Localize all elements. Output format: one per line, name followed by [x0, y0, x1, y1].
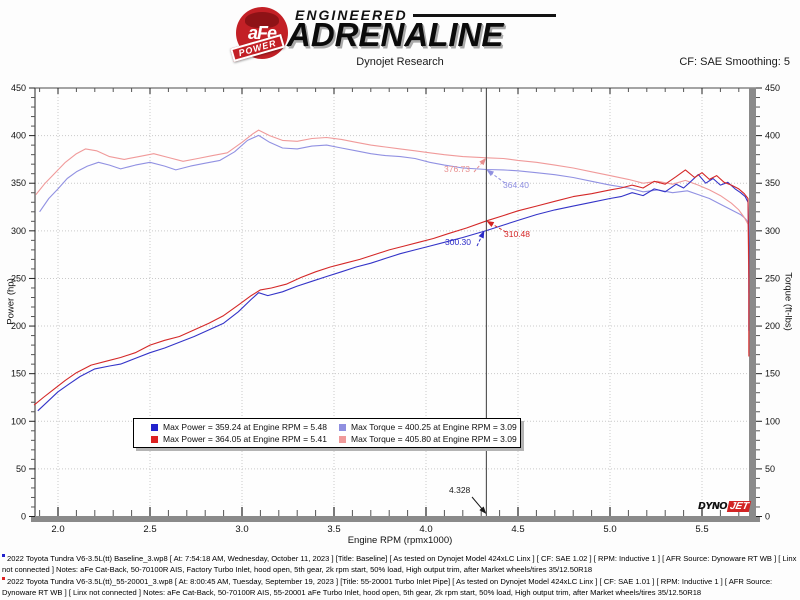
logo-tagline: ENGINEERED: [295, 7, 408, 23]
legend-entry: Max Torque = 400.25 at Engine RPM = 3.09: [322, 422, 520, 432]
legend-entry-text: Max Power = 359.24 at Engine RPM = 5.48: [163, 422, 327, 432]
run-marker-icon: [2, 554, 5, 557]
svg-text:300: 300: [11, 226, 26, 236]
svg-text:3.0: 3.0: [235, 524, 248, 535]
legend-swatch-icon: [339, 423, 346, 431]
svg-text:2.0: 2.0: [51, 524, 64, 535]
svg-text:4.0: 4.0: [419, 524, 432, 535]
run-info-text: 2022 Toyota Tundra V6-3.5L(tt)_55-20001_…: [2, 577, 773, 598]
dynojet-logo: DYNO JET: [698, 501, 752, 512]
cursor-value-label: 310.48: [504, 229, 530, 239]
right-axis-title: Torque (ft-lbs): [782, 272, 794, 331]
legend-grid: Max Power = 359.24 at Engine RPM = 5.48 M…: [134, 422, 520, 444]
legend-entry-text: Max Power = 364.05 at Engine RPM = 5.41: [163, 434, 327, 444]
run-info-55-20001: 2022 Toyota Tundra V6-3.5L(tt)_55-20001_…: [2, 576, 797, 599]
curve-55-20001-torque: [35, 129, 750, 353]
logo-brand-text: ADRENALINE: [287, 15, 504, 54]
svg-text:250: 250: [765, 273, 780, 283]
legend-entry-text: Max Torque = 400.25 at Engine RPM = 3.09: [351, 422, 517, 432]
x-axis-title: Engine RPM (rpmx1000): [347, 535, 453, 546]
svg-text:250: 250: [11, 273, 26, 283]
legend-swatch-icon: [151, 423, 158, 431]
cursor-rpm-label: 4.328: [449, 485, 471, 495]
left-axis-title: Power (hp): [5, 278, 17, 325]
curve-baseline-power: [37, 173, 750, 412]
run-info-baseline: 2022 Toyota Tundra V6-3.5L(tt) Baseline_…: [2, 553, 797, 576]
svg-text:450: 450: [11, 83, 26, 93]
svg-text:400: 400: [765, 131, 780, 141]
legend-entry: Max Power = 359.24 at Engine RPM = 5.48: [134, 422, 327, 432]
svg-text:3.5: 3.5: [327, 524, 340, 535]
svg-text:350: 350: [765, 178, 780, 188]
svg-text:5.5: 5.5: [695, 524, 708, 535]
svg-text:450: 450: [765, 83, 780, 93]
svg-text:150: 150: [11, 369, 26, 379]
curve-baseline-torque: [39, 134, 750, 293]
dynojet-logo-text-2: JET: [726, 501, 752, 512]
legend-entry: Max Torque = 405.80 at Engine RPM = 3.09: [322, 434, 520, 444]
legend-entry: Max Power = 364.05 at Engine RPM = 5.41: [134, 434, 327, 444]
legend-swatch-icon: [151, 435, 158, 443]
correction-factor-label: CF: SAE Smoothing: 5: [679, 56, 790, 68]
svg-text:50: 50: [16, 464, 26, 474]
run-marker-icon: [2, 577, 5, 580]
svg-text:100: 100: [11, 416, 26, 426]
cursor-value-label: 376.73: [444, 164, 470, 174]
svg-text:150: 150: [765, 369, 780, 379]
logo-tagline-rule: [413, 14, 556, 17]
run-info-text: 2022 Toyota Tundra V6-3.5L(tt) Baseline_…: [2, 554, 797, 575]
cursor-value-label: 300.30: [445, 237, 471, 247]
svg-text:100: 100: [765, 416, 780, 426]
svg-text:350: 350: [11, 178, 26, 188]
svg-text:2.5: 2.5: [143, 524, 156, 535]
curve-55-20001-power: [33, 169, 750, 406]
svg-text:5.0: 5.0: [603, 524, 616, 535]
svg-text:200: 200: [11, 321, 26, 331]
svg-text:4.5: 4.5: [511, 524, 524, 535]
legend-box: Max Power = 359.24 at Engine RPM = 5.48 M…: [133, 418, 521, 448]
svg-text:0: 0: [21, 512, 26, 522]
svg-text:200: 200: [765, 321, 780, 331]
svg-text:400: 400: [11, 131, 26, 141]
legend-entry-text: Max Torque = 405.80 at Engine RPM = 3.09: [351, 434, 517, 444]
cursor-value-label: 364.40: [503, 180, 529, 190]
dynojet-logo-text-1: DYNO: [698, 501, 727, 512]
svg-text:50: 50: [765, 464, 775, 474]
svg-text:300: 300: [765, 226, 780, 236]
svg-text:0: 0: [765, 512, 770, 522]
legend-swatch-icon: [339, 435, 346, 443]
chart-subtitle: Dynojet Research: [356, 56, 444, 68]
